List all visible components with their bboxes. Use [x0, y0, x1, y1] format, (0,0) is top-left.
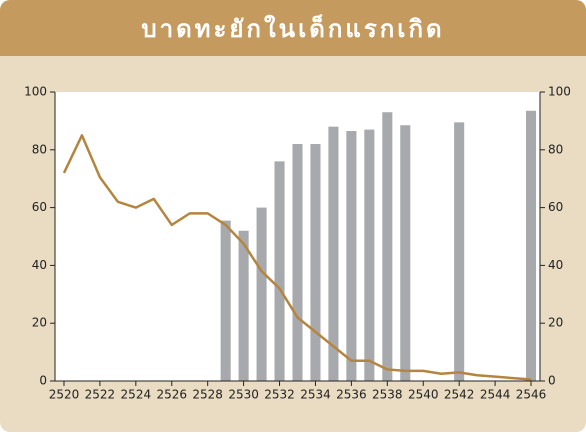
y-tick-label: 80: [32, 142, 47, 156]
y2-tick-label: 0: [548, 374, 556, 388]
y2-tick-label: 80: [548, 142, 563, 156]
x-tick-label: 2540: [408, 388, 439, 402]
y-tick-label: 60: [32, 200, 47, 214]
chart-title: บาดทะยักในเด็กแรกเกิด: [141, 14, 444, 43]
x-tick-label: 2524: [121, 388, 152, 402]
y2-tick-label: 60: [548, 200, 563, 214]
bar: [364, 129, 375, 381]
x-tick-label: 2536: [336, 388, 367, 402]
bar: [400, 125, 411, 381]
bar: [328, 126, 339, 382]
x-tick-label: 2528: [192, 388, 223, 402]
x-tick-label: 2534: [300, 388, 331, 402]
x-tick-label: 2530: [228, 388, 259, 402]
x-tick-label: 2532: [264, 388, 295, 402]
x-tick-label: 2542: [444, 388, 475, 402]
bar: [310, 144, 321, 381]
x-tick-label: 2544: [480, 388, 511, 402]
bar: [346, 131, 357, 381]
x-tick-label: 2520: [49, 388, 80, 402]
y2-tick-label: 40: [548, 258, 563, 272]
bar: [238, 230, 249, 381]
x-tick-label: 2538: [372, 388, 403, 402]
y2-tick-label: 20: [548, 316, 563, 330]
x-tick-label: 2522: [85, 388, 116, 402]
x-tick-label: 2526: [156, 388, 187, 402]
y-tick-label: 0: [39, 374, 47, 388]
line: [62, 134, 532, 381]
bar: [256, 207, 267, 381]
title-banner: [0, 0, 586, 56]
bar: [292, 144, 303, 381]
bar: [274, 161, 285, 381]
bar: [382, 112, 393, 381]
y2-tick-label: 100: [548, 85, 571, 99]
x-tick-label: 2546: [516, 388, 547, 402]
bar: [454, 122, 465, 381]
y-tick-label: 20: [32, 316, 47, 330]
bar: [525, 110, 537, 381]
y-tick-label: 40: [32, 258, 47, 272]
y-tick-label: 100: [24, 85, 47, 99]
bar: [220, 220, 231, 381]
